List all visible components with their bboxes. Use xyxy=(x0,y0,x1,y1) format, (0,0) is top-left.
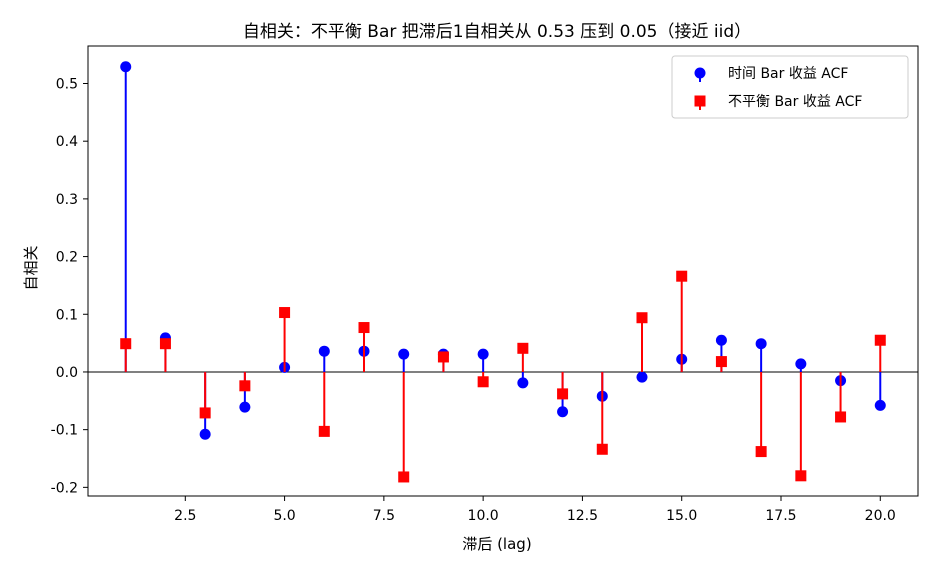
data-point-square xyxy=(874,334,886,346)
y-tick-label: 0.0 xyxy=(56,365,78,381)
data-point-square xyxy=(318,425,330,437)
data-point-square xyxy=(199,407,211,419)
x-tick-label: 10.0 xyxy=(468,508,499,524)
data-point-square xyxy=(835,411,847,423)
x-tick-label: 20.0 xyxy=(865,508,896,524)
plot-area xyxy=(88,61,918,483)
data-point-square xyxy=(437,351,449,363)
data-point-circle xyxy=(199,428,211,440)
y-tick-label: 0.1 xyxy=(56,307,78,323)
y-tick-label: 0.3 xyxy=(56,192,78,208)
data-point-circle xyxy=(398,348,410,360)
data-point-square xyxy=(755,446,767,458)
data-point-circle xyxy=(120,61,132,73)
data-point-square xyxy=(477,376,489,388)
data-point-circle xyxy=(517,377,529,389)
legend-label: 不平衡 Bar 收益 ACF xyxy=(728,94,862,110)
data-point-circle xyxy=(755,338,767,350)
axes-frame xyxy=(87,45,919,497)
x-axis-label: 滞后 (lag) xyxy=(462,535,531,553)
data-point-circle xyxy=(715,334,727,346)
data-point-circle xyxy=(636,371,648,383)
data-point-circle xyxy=(318,345,330,357)
legend: 时间 Bar 收益 ACF 不平衡 Bar 收益 ACF xyxy=(671,55,909,119)
data-point-circle xyxy=(557,406,569,418)
x-tick-label: 7.5 xyxy=(373,508,395,524)
y-tick-label: 0.2 xyxy=(56,250,78,266)
axes: 2.5 5.0 7.5 10.0 12.5 15.0 17.5 20.0 -0.2 -0.1 0.0… xyxy=(51,45,919,524)
legend-label: 时间 Bar 收益 ACF xyxy=(728,66,848,82)
data-point-circle xyxy=(795,358,807,370)
y-tick-label: 0.4 xyxy=(56,134,78,150)
data-point-square xyxy=(239,380,251,392)
x-tick-label: 17.5 xyxy=(765,508,796,524)
legend-box xyxy=(671,55,909,119)
data-point-square xyxy=(557,388,569,400)
data-point-square xyxy=(795,470,807,482)
legend-marker-square xyxy=(694,95,706,107)
data-point-square xyxy=(636,312,648,324)
x-tick-label: 2.5 xyxy=(174,508,196,524)
data-point-square xyxy=(596,443,608,455)
chart-title: 自相关：不平衡 Bar 把滞后1自相关从 0.53 压到 0.05（接近 iid… xyxy=(243,22,751,42)
y-tick-label: -0.1 xyxy=(51,423,78,439)
data-point-circle xyxy=(477,348,489,360)
data-point-square xyxy=(120,338,132,350)
data-point-square xyxy=(676,270,688,282)
data-point-square xyxy=(398,471,410,483)
data-point-circle xyxy=(239,401,251,413)
x-tick-label: 5.0 xyxy=(273,508,295,524)
data-point-square xyxy=(358,322,370,334)
y-tick-label: -0.2 xyxy=(51,480,78,496)
data-point-square xyxy=(279,307,291,319)
data-point-circle xyxy=(874,399,886,411)
legend-marker-circle xyxy=(694,67,706,79)
data-point-square xyxy=(715,356,727,368)
x-tick-label: 12.5 xyxy=(567,508,598,524)
y-axis-label: 自相关 xyxy=(22,245,40,290)
data-point-square xyxy=(517,342,529,354)
x-tick-label: 15.0 xyxy=(666,508,697,524)
y-tick-label: 0.5 xyxy=(56,77,78,93)
data-point-square xyxy=(159,338,171,350)
